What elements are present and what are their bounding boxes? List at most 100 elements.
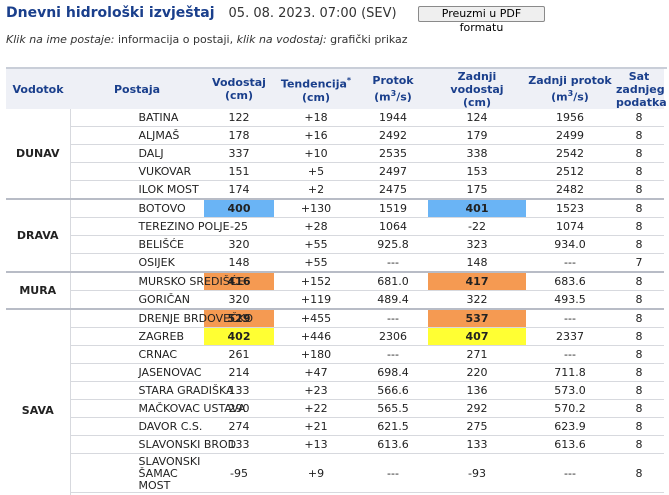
tendency-cell: +21 [274, 418, 358, 436]
tendency-cell: +47 [274, 364, 358, 382]
station-link[interactable]: MAČKOVAC USTAVA [70, 400, 204, 418]
last-water-level-cell: -93 [428, 454, 526, 493]
last-hour-cell: 8 [614, 400, 664, 418]
station-link[interactable]: TEREZINO POLJE [70, 218, 204, 236]
col-tendencija-mark: * [347, 76, 351, 85]
last-water-level-cell: 338 [428, 145, 526, 163]
water-level-cell[interactable]: 337 [204, 145, 274, 163]
last-water-level-cell: 322 [428, 291, 526, 310]
col-protok-unit-b: /s) [396, 91, 412, 104]
station-link[interactable]: DRENJE BRDOVEČKO [70, 309, 204, 328]
water-level-cell[interactable]: 320 [204, 236, 274, 254]
last-water-level-cell: 407 [428, 328, 526, 346]
water-level-cell[interactable]: 214 [204, 364, 274, 382]
water-level-cell[interactable]: 148 [204, 254, 274, 273]
water-level-cell[interactable]: 261 [204, 346, 274, 364]
last-flow-cell: 573.0 [526, 382, 614, 400]
station-link[interactable]: STARA GRADIŠKA [70, 382, 204, 400]
station-link[interactable]: MURSKO SREDIŠĆE [70, 272, 204, 291]
station-link[interactable]: ALJMAŠ [70, 127, 204, 145]
station-link[interactable]: DALJ [70, 145, 204, 163]
tendency-cell: +119 [274, 291, 358, 310]
last-hour-cell: 7 [614, 254, 664, 273]
last-hour-cell: 8 [614, 436, 664, 454]
last-hour-cell: 8 [614, 181, 664, 200]
vodotok-cell: SAVA [6, 309, 70, 495]
col-zadnji-protok-unit-a: (m [551, 91, 568, 104]
col-protok: Protok(m3/s) [358, 69, 428, 109]
tendency-cell: +2 [274, 181, 358, 200]
station-link[interactable]: DAVOR C.S. [70, 418, 204, 436]
last-water-level-cell: 401 [428, 199, 526, 218]
station-link[interactable]: CRNAC [70, 346, 204, 364]
last-water-level-cell: 133 [428, 436, 526, 454]
water-level-cell[interactable]: -95 [204, 454, 274, 493]
last-water-level-cell: 148 [428, 254, 526, 273]
flow-cell: 2497 [358, 163, 428, 181]
col-zadnji-protok-label: Zadnji protok [528, 74, 611, 87]
col-sat-b: zadnjeg [616, 83, 665, 96]
last-hour-cell: 8 [614, 291, 664, 310]
last-hour-cell: 8 [614, 418, 664, 436]
station-link[interactable]: BELIŠĆE [70, 236, 204, 254]
last-flow-cell: 711.8 [526, 364, 614, 382]
flow-cell: --- [358, 254, 428, 273]
tendency-cell: +455 [274, 309, 358, 328]
station-link[interactable]: JASENOVAC [70, 364, 204, 382]
station-link[interactable]: SLAVONSKI ŠAMAC MOST [70, 454, 204, 493]
station-link[interactable]: BOTOVO [70, 199, 204, 218]
station-link[interactable]: BATINA [70, 109, 204, 127]
last-flow-cell: --- [526, 346, 614, 364]
last-water-level-cell: 417 [428, 272, 526, 291]
water-level-cell[interactable]: 174 [204, 181, 274, 200]
water-level-cell[interactable]: 178 [204, 127, 274, 145]
last-water-level-cell: 153 [428, 163, 526, 181]
tendency-cell: +130 [274, 199, 358, 218]
last-hour-cell: 8 [614, 127, 664, 145]
last-hour-cell: 8 [614, 364, 664, 382]
station-link[interactable]: VUKOVAR [70, 163, 204, 181]
water-level-cell[interactable]: 151 [204, 163, 274, 181]
hint-level-label: klik na vodostaj: [237, 33, 327, 46]
last-hour-cell: 8 [614, 218, 664, 236]
water-level-cell[interactable]: 320 [204, 291, 274, 310]
last-flow-cell: 2337 [526, 328, 614, 346]
last-water-level-cell: 323 [428, 236, 526, 254]
last-flow-cell: 493.5 [526, 291, 614, 310]
last-flow-cell: 2499 [526, 127, 614, 145]
last-hour-cell: 8 [614, 309, 664, 328]
tendency-cell: +16 [274, 127, 358, 145]
water-level-cell[interactable]: 400 [204, 199, 274, 218]
last-flow-cell: 2482 [526, 181, 614, 200]
station-link[interactable]: OSIJEK [70, 254, 204, 273]
col-sat-c: podatka [616, 96, 667, 109]
download-pdf-button[interactable]: Preuzmi u PDF formatu [418, 6, 545, 22]
tendency-cell: +28 [274, 218, 358, 236]
flow-cell: 1519 [358, 199, 428, 218]
hydro-report-table: Vodotok Postaja Vodostaj(cm) Tendencija*… [6, 69, 664, 495]
water-level-cell[interactable]: 122 [204, 109, 274, 127]
tendency-cell: +446 [274, 328, 358, 346]
station-link[interactable]: SLAVONSKI BROD [70, 436, 204, 454]
last-flow-cell: 613.6 [526, 436, 614, 454]
last-flow-cell: 934.0 [526, 236, 614, 254]
station-link[interactable]: GORIČAN [70, 291, 204, 310]
tendency-cell: +55 [274, 236, 358, 254]
flow-cell: 613.6 [358, 436, 428, 454]
station-link[interactable]: ZAGREB [70, 328, 204, 346]
last-hour-cell: 8 [614, 272, 664, 291]
water-level-cell[interactable]: 402 [204, 328, 274, 346]
tendency-cell: +10 [274, 145, 358, 163]
water-level-cell[interactable]: 274 [204, 418, 274, 436]
usage-hint: Klik na ime postaje: informacija o posta… [6, 33, 408, 46]
last-flow-cell: --- [526, 309, 614, 328]
station-link[interactable]: ILOK MOST [70, 181, 204, 200]
table-header-row: Vodotok Postaja Vodostaj(cm) Tendencija*… [6, 69, 664, 109]
